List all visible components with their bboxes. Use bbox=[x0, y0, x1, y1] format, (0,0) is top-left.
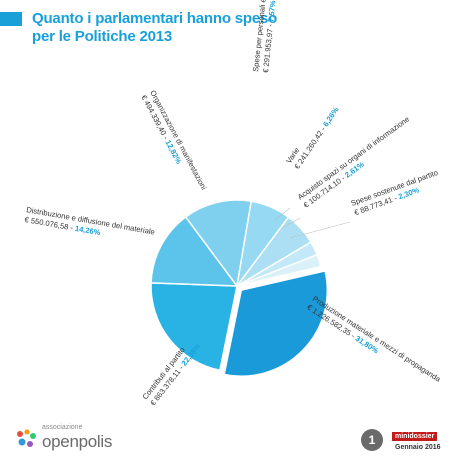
page-title: Quanto i parlamentari hanno speso per le… bbox=[32, 10, 278, 45]
slice-percent: 14,26% bbox=[74, 224, 101, 237]
pie-slice bbox=[150, 282, 238, 372]
pie-slices bbox=[150, 199, 328, 377]
slice-percent: 6,26% bbox=[321, 105, 341, 128]
publication-date: Gennaio 2016 bbox=[395, 444, 441, 451]
page-number-badge: 1 bbox=[361, 429, 383, 451]
pie-slice bbox=[150, 215, 239, 287]
leader-line bbox=[289, 221, 351, 239]
openpolis-logo: associazione openpolis bbox=[14, 424, 134, 456]
slice-label: Produzione materiale e mezzi di propagan… bbox=[305, 294, 443, 384]
slice-label: Distribuzione e diffusione del materiale… bbox=[24, 205, 156, 237]
slice-label: Varie€ 241.260,42 - 6,26% bbox=[284, 105, 341, 170]
slice-label: Contributi al partito€ 863.378,11 - 22,3… bbox=[140, 342, 202, 408]
logo-wordmark: openpolis bbox=[42, 432, 113, 451]
slice-label-name: Produzione materiale e mezzi di propagan… bbox=[311, 294, 443, 384]
slice-label: Spese per personali e prestazioni€ 291.9… bbox=[251, 0, 278, 73]
slice-label: Organizzazione di manifestazioni€ 494.33… bbox=[139, 89, 208, 192]
slice-amount: € 241.260,42 - bbox=[292, 123, 328, 170]
leader-line bbox=[274, 207, 291, 221]
slice-label-value: € 241.260,42 - 6,26% bbox=[292, 105, 340, 170]
pie-slice bbox=[236, 253, 322, 287]
pie-slice bbox=[184, 199, 253, 288]
leader-line bbox=[281, 217, 301, 229]
slice-label-name: Organizzazione di manifestazioni bbox=[148, 89, 208, 192]
slice-label: Spese sostenute dal partito€ 88.773,41 -… bbox=[350, 168, 440, 217]
logo-small-text: associazione bbox=[42, 424, 83, 431]
openpolis-logo-icon bbox=[17, 429, 36, 447]
minidossier-badge: minidossier bbox=[392, 432, 438, 441]
pie-slice bbox=[223, 269, 328, 377]
title-accent-bar bbox=[0, 12, 22, 26]
slice-percent: 7,57% bbox=[266, 0, 277, 22]
